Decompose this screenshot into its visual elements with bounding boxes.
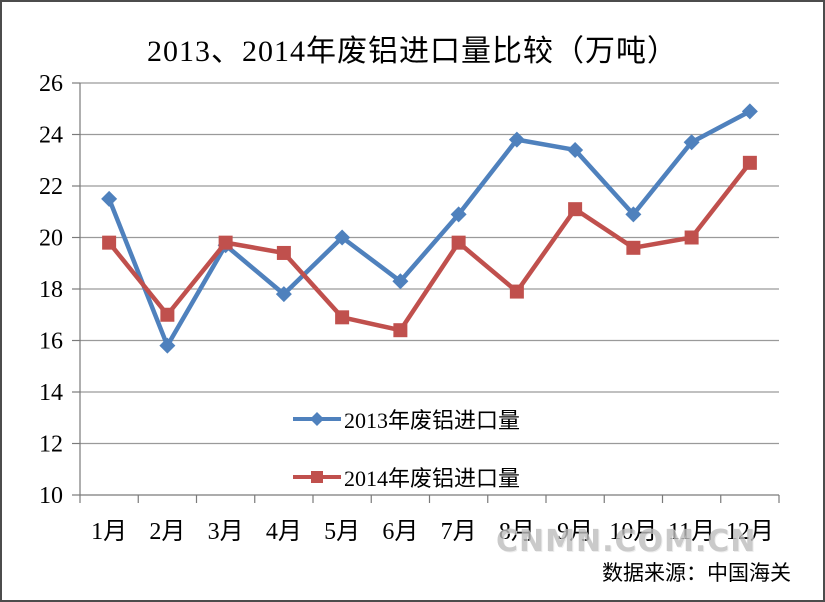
legend-diamond-marker-icon (293, 412, 341, 426)
svg-text:12: 12 (39, 432, 63, 458)
svg-text:7月: 7月 (441, 519, 477, 545)
svg-text:24: 24 (39, 123, 63, 149)
legend-square-marker-icon (293, 471, 341, 483)
legend-entry-2014: 2014年废铝进口量 (293, 465, 520, 491)
legend-label-2013: 2013年废铝进口量 (344, 408, 521, 433)
svg-text:9月: 9月 (557, 519, 593, 545)
chart-title: 2013、2014年废铝进口量比较（万吨） (147, 35, 678, 68)
legend-entry-2013: 2013年废铝进口量 (293, 407, 520, 433)
svg-text:4月: 4月 (266, 519, 302, 545)
svg-text:5月: 5月 (324, 519, 360, 545)
svg-text:20: 20 (39, 226, 63, 252)
chart-legend: 2013年废铝进口量 2014年废铝进口量 (293, 407, 520, 491)
svg-text:2月: 2月 (149, 519, 185, 545)
data-source-note: 数据来源：中国海关 (602, 561, 791, 585)
svg-text:14: 14 (39, 380, 63, 406)
svg-text:8月: 8月 (499, 519, 535, 545)
svg-text:10: 10 (39, 483, 63, 509)
svg-text:11月: 11月 (668, 519, 715, 545)
svg-text:22: 22 (39, 174, 63, 200)
svg-text:12月: 12月 (726, 519, 774, 545)
svg-text:18: 18 (39, 277, 63, 303)
svg-text:1月: 1月 (91, 519, 127, 545)
svg-text:26: 26 (39, 71, 63, 97)
svg-text:6月: 6月 (382, 519, 418, 545)
svg-text:3月: 3月 (208, 519, 244, 545)
svg-text:16: 16 (39, 329, 63, 355)
legend-label-2014: 2014年废铝进口量 (344, 466, 521, 491)
svg-text:10月: 10月 (609, 519, 657, 545)
